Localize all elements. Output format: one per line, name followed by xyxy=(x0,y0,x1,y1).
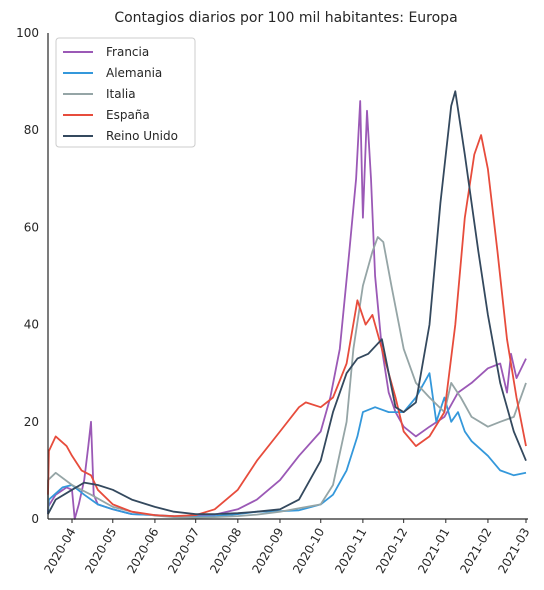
x-tick-label: 2020-06 xyxy=(124,526,161,576)
x-ticks: 2020-04 2020-05 2020-06 2020-07 2020-08 2020-… xyxy=(41,519,533,576)
series-lines xyxy=(47,90,527,520)
series-line-2 xyxy=(47,236,527,519)
legend-label-1: Alemania xyxy=(106,66,162,80)
x-tick-label: 2021-02 xyxy=(457,526,494,576)
x-tick-label: 2021-01 xyxy=(415,526,452,576)
x-tick-label: 2020-05 xyxy=(82,526,119,576)
legend-box xyxy=(55,37,196,148)
legend: Francia Alemania Italia España Reino Unido xyxy=(55,37,196,148)
y-tick-label: 80 xyxy=(24,123,39,137)
series-line-1 xyxy=(47,372,527,518)
y-tick-label: 100 xyxy=(16,26,39,40)
y-tick-label: 60 xyxy=(24,220,39,234)
series-line-4 xyxy=(47,90,527,515)
x-tick-label: 2020-04 xyxy=(41,526,78,576)
x-tick-label: 2020-10 xyxy=(290,526,327,576)
x-tick-label: 2020-11 xyxy=(332,526,369,576)
chart-title: Contagios diarios por 100 mil habitantes… xyxy=(114,10,457,26)
y-tick-label: 20 xyxy=(24,415,39,429)
series-line-0 xyxy=(47,100,527,520)
y-tick-label: 40 xyxy=(24,318,39,332)
y-tick-label: 0 xyxy=(31,512,39,526)
legend-label-2: Italia xyxy=(106,87,136,101)
legend-label-3: España xyxy=(106,108,150,122)
x-tick-label: 2020-09 xyxy=(249,526,286,576)
y-ticks: 0 20 40 60 80 100 xyxy=(16,26,39,526)
legend-label-4: Reino Unido xyxy=(106,129,178,143)
x-tick-label: 2020-12 xyxy=(373,526,410,576)
x-tick-label: 2020-07 xyxy=(165,526,202,576)
series-line-3 xyxy=(47,134,527,517)
legend-label-0: Francia xyxy=(106,45,149,59)
x-tick-label: 2020-08 xyxy=(207,526,244,576)
x-tick-label: 2021-03 xyxy=(495,526,532,576)
